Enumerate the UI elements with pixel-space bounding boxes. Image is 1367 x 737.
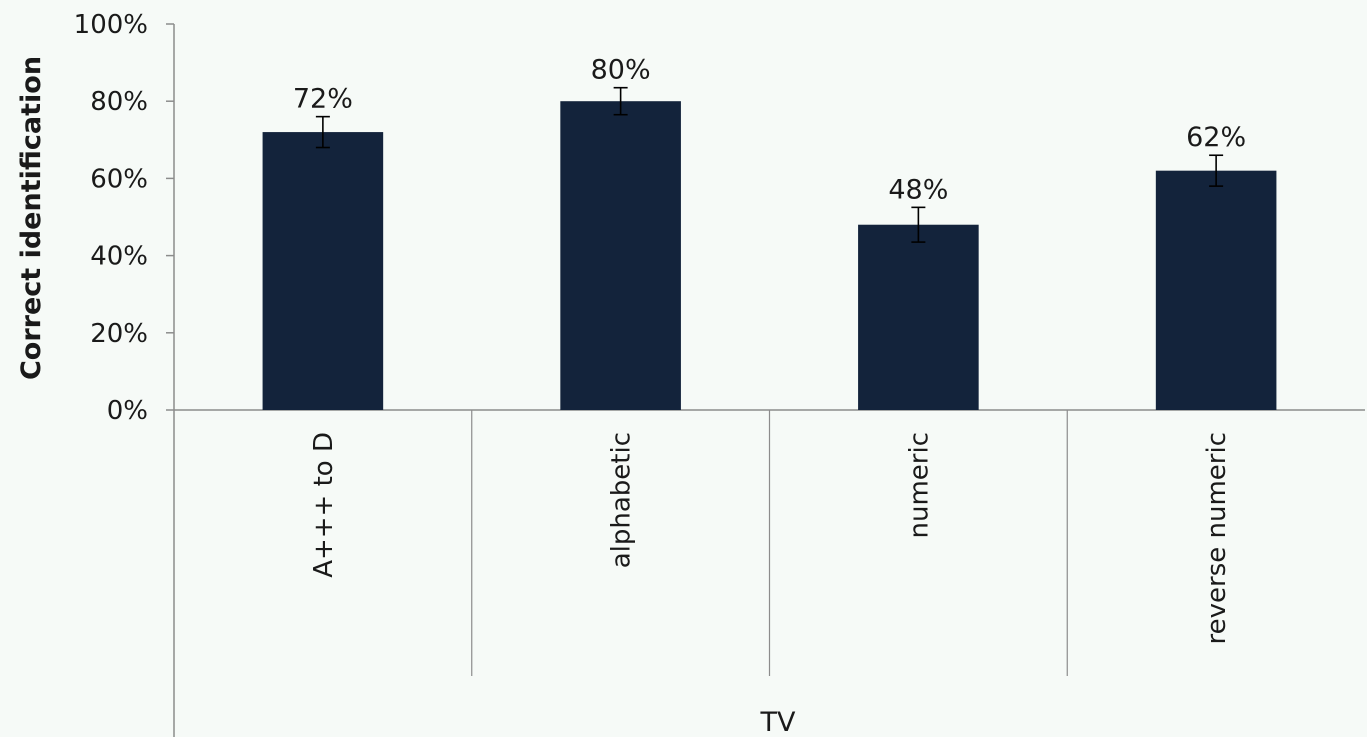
- data-label: 72%: [293, 84, 353, 115]
- bar: [858, 224, 979, 410]
- data-labels: 72% 80% 48% 62%: [293, 55, 1246, 206]
- bar: [1155, 170, 1277, 410]
- error-bar: [315, 115, 330, 149]
- y-axis-title: Correct identification: [16, 56, 47, 380]
- category-label: reverse numeric: [1202, 432, 1232, 644]
- error-bar: [613, 86, 628, 116]
- category-label: A+++ to D: [309, 432, 339, 578]
- y-tick-label: 60%: [90, 164, 148, 194]
- category-label: alphabetic: [607, 432, 637, 568]
- y-tick-label: 20%: [90, 319, 148, 349]
- y-tick-label: 0%: [107, 396, 148, 426]
- error-bar: [911, 206, 926, 243]
- data-label: 80%: [591, 55, 651, 86]
- bar: [560, 101, 681, 410]
- error-bars: [315, 86, 1224, 243]
- y-tick-label: 40%: [90, 242, 148, 272]
- data-label: 62%: [1186, 122, 1246, 153]
- y-tick-label: 100%: [74, 10, 148, 40]
- x-axis-group-label: TV: [760, 707, 796, 737]
- error-bar: [1209, 154, 1224, 187]
- bars: [262, 101, 1277, 410]
- y-axis-ticks: 0% 20% 40% 60% 80% 100%: [74, 10, 174, 426]
- bar: [262, 132, 384, 410]
- category-label: numeric: [904, 432, 934, 539]
- data-label: 48%: [888, 174, 948, 205]
- y-tick-label: 80%: [90, 87, 148, 117]
- category-labels: A+++ to D alphabetic numeric reverse numeri…: [309, 432, 1232, 644]
